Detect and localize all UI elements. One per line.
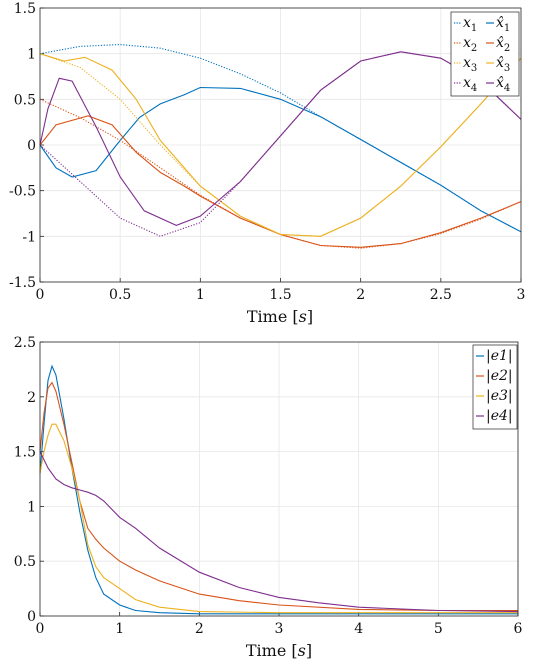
legend-label: x̂3 [496, 55, 510, 74]
series-line-3 [39, 423, 518, 614]
legend-label: |e4| [486, 408, 513, 424]
y-tick-label: 0 [27, 138, 36, 154]
y-tick-label: -1 [22, 229, 36, 245]
x-tick-label: 5 [434, 621, 443, 637]
axes-box [39, 341, 519, 617]
y-tick-labels: 0 0.5 1 1.5 2 2.5 [14, 335, 36, 625]
series-line-4 [39, 451, 519, 613]
y-tick-label: 1.5 [14, 1, 36, 17]
legend-label: x̂2 [496, 35, 510, 54]
x-tick-label: 6 [514, 621, 523, 637]
legend-label: x̂1 [496, 15, 510, 34]
x-axis-label: Time [s] [247, 307, 313, 326]
y-tick-label: 0 [27, 609, 36, 625]
top-axes: 0 0.5 1 1.5 2 2.5 3 -1.5 -1 -0.5 0 0.5 1 1.5 Time [s… [9, 1, 525, 326]
series-line-8 [39, 51, 522, 226]
x-tick-label: 2.5 [430, 287, 452, 303]
series-layer [39, 43, 522, 249]
y-tick-label: 1 [27, 499, 36, 515]
y-tick-label: 1.5 [14, 445, 36, 461]
series-line-3 [39, 98, 522, 249]
legend-label: |e2| [486, 368, 513, 384]
legend-label: x̂4 [496, 75, 510, 94]
series-line-2 [39, 381, 518, 612]
legend-label: |e1| [486, 348, 513, 364]
series-line-4 [39, 115, 522, 248]
legend-label: |e3| [486, 388, 513, 404]
y-tick-label: -1.5 [9, 275, 36, 291]
x-tick-label: 4 [354, 621, 363, 637]
legend: |e1| |e2| |e3| |e4| [472, 344, 518, 430]
series-line-2 [39, 86, 522, 233]
series-layer [39, 364, 519, 615]
legend-label: x1 [463, 15, 477, 34]
x-tick-label: 3 [275, 621, 284, 637]
y-tick-label: 2 [27, 390, 36, 406]
x-tick-label: 1.5 [269, 287, 291, 303]
x-axis-label: Time [s] [246, 641, 312, 660]
legend: x1 x̂1 x2 x̂2 x3 x̂3 x4 x̂4 [450, 11, 520, 97]
x-tick-label: 3 [517, 287, 526, 303]
x-tick-label: 0.5 [109, 287, 131, 303]
y-tick-label: 1 [27, 47, 36, 63]
x-tick-label: 0 [36, 287, 45, 303]
y-tick-label: 2.5 [14, 335, 36, 351]
legend-box [472, 344, 518, 430]
series-line-1 [39, 364, 518, 615]
axes-box [39, 7, 522, 283]
x-tick-label: 2 [356, 287, 365, 303]
y-tick-labels: -1.5 -1 -0.5 0 0.5 1 1.5 [9, 1, 36, 291]
y-tick-label: 0.5 [14, 92, 36, 108]
legend-label: x4 [463, 75, 477, 94]
legend-label: x3 [463, 55, 477, 74]
x-tick-labels: 0 0.5 1 1.5 2 2.5 3 [36, 287, 526, 303]
series-line-6 [39, 53, 522, 237]
x-tick-labels: 0 1 2 3 4 5 6 [36, 621, 523, 637]
x-tick-label: 2 [195, 621, 204, 637]
legend-box [450, 11, 520, 97]
x-tick-label: 0 [36, 621, 45, 637]
y-tick-label: 0.5 [14, 554, 36, 570]
x-tick-label: 1 [196, 287, 205, 303]
legend-label: x2 [463, 35, 477, 54]
y-tick-label: -0.5 [9, 184, 36, 200]
x-tick-label: 1 [115, 621, 124, 637]
